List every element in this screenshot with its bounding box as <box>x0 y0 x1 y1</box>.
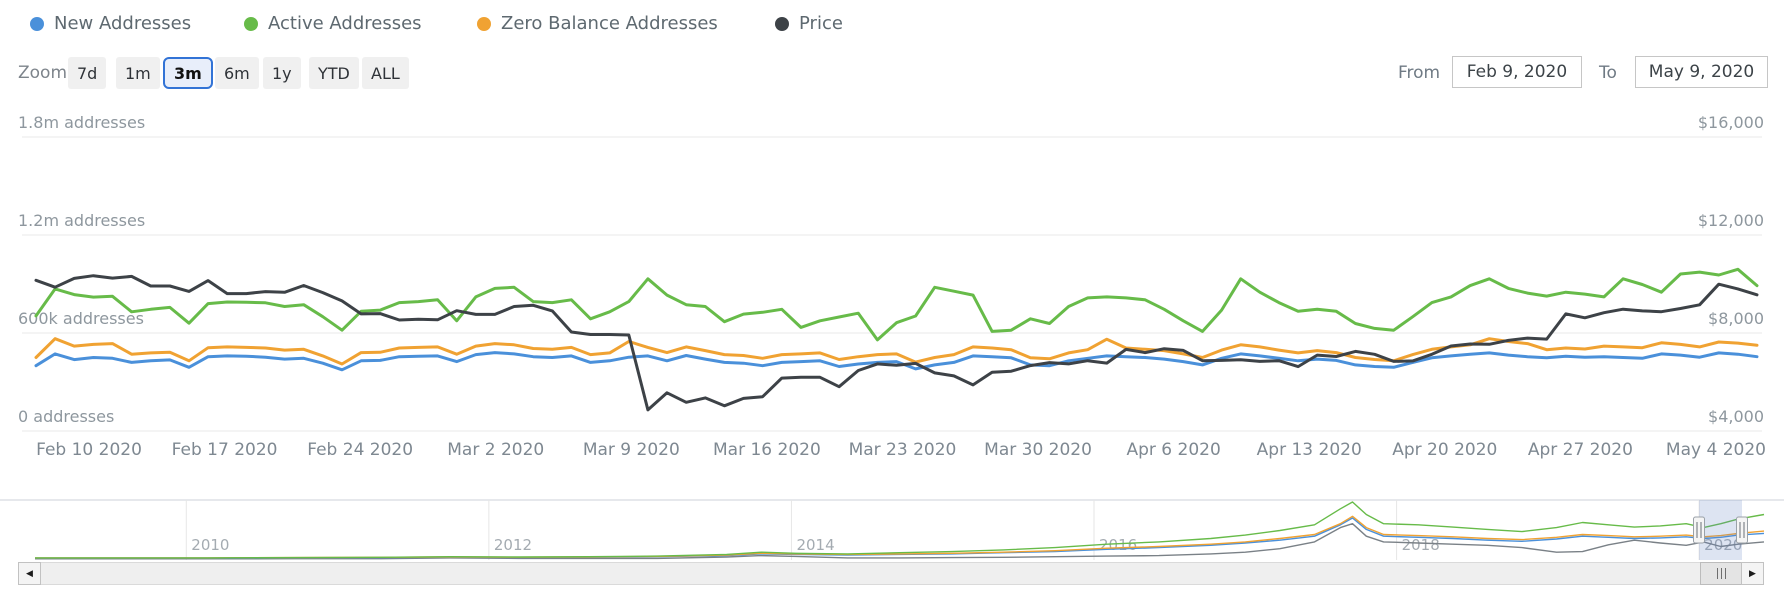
legend-marker-price-icon <box>775 16 789 31</box>
navigator-year-label: 2012 <box>493 536 533 554</box>
series-line-new-addresses <box>34 351 1759 372</box>
zoom-all-button[interactable]: ALL <box>362 57 409 89</box>
series-line-active-addresses <box>34 267 1759 342</box>
xaxis-label: Mar 23 2020 <box>848 440 957 460</box>
from-label: From <box>1398 63 1441 83</box>
scrollbar-grip-icon <box>1720 568 1722 579</box>
legend-label-active-addresses: Active Addresses <box>268 13 422 34</box>
series-line-zero-balance-addresses <box>34 337 1759 366</box>
legend-item-price[interactable]: Price <box>775 13 843 34</box>
yaxis-right-label-4000: $4,000 <box>1708 407 1764 426</box>
xaxis-label: Apr 27 2020 <box>1527 440 1633 460</box>
xaxis-label: Feb 17 2020 <box>171 440 278 460</box>
xaxis-label: May 4 2020 <box>1665 440 1766 460</box>
navigator-line-zero-balance-addresses <box>35 515 1765 559</box>
xaxis-label: Mar 2 2020 <box>447 440 545 460</box>
navigator-year-label: 2018 <box>1401 536 1440 554</box>
scrollbar-track[interactable] <box>18 562 1764 585</box>
from-date-input[interactable] <box>1452 56 1582 88</box>
xaxis-label: Mar 16 2020 <box>713 440 821 460</box>
yaxis-left-label-600k: 600k addresses <box>18 309 144 328</box>
zoom-6m-button[interactable]: 6m <box>215 57 259 89</box>
zoom-1y-button[interactable]: 1y <box>263 57 301 89</box>
xaxis-label: Apr 20 2020 <box>1392 440 1498 460</box>
xaxis-label: Feb 10 2020 <box>36 440 142 460</box>
navigator-line-active-addresses <box>35 501 1765 559</box>
legend-marker-zero-balance-addresses-icon <box>477 16 491 31</box>
zoom-1m-button[interactable]: 1m <box>116 57 160 89</box>
to-label: To <box>1599 63 1617 83</box>
xaxis-label: Mar 30 2020 <box>984 440 1092 460</box>
yaxis-right-label-8000: $8,000 <box>1708 309 1764 328</box>
navigator-selected-range[interactable] <box>1699 500 1742 560</box>
scrollbar-grip-icon <box>1716 568 1718 579</box>
legend-item-zero-balance-addresses[interactable]: Zero Balance Addresses <box>477 13 718 34</box>
xaxis-label: Feb 24 2020 <box>307 440 414 460</box>
xaxis-label: Mar 9 2020 <box>582 440 680 460</box>
navigator-year-label: 2010 <box>191 536 230 554</box>
yaxis-left-label-1200k: 1.2m addresses <box>18 211 146 230</box>
zoom-3m-button[interactable]: 3m <box>163 57 213 89</box>
zoom-ytd-button[interactable]: YTD <box>309 57 359 89</box>
navigator-right-handle[interactable] <box>1736 516 1748 544</box>
zoom-range-label: Zoom <box>18 63 68 83</box>
navigator-line-price <box>35 523 1765 560</box>
legend-label-new-addresses: New Addresses <box>54 13 192 34</box>
navigator-left-handle[interactable] <box>1693 516 1705 544</box>
scrollbar-thumb[interactable] <box>1700 562 1742 585</box>
yaxis-left-label-1800k: 1.8m addresses <box>18 113 146 132</box>
to-date-input[interactable] <box>1635 56 1768 88</box>
xaxis-label: Apr 13 2020 <box>1256 440 1362 460</box>
legend-item-new-addresses[interactable]: New Addresses <box>30 13 191 34</box>
yaxis-left-label-0: 0 addresses <box>18 407 115 426</box>
scrollbar-grip-icon <box>1724 568 1726 579</box>
xaxis-label: Apr 6 2020 <box>1126 440 1221 460</box>
scrollbar-right-arrow-icon[interactable]: ▶ <box>1741 562 1764 585</box>
legend-label-price: Price <box>799 13 843 34</box>
legend-item-active-addresses[interactable]: Active Addresses <box>244 13 422 34</box>
navigator-line-new-addresses <box>35 517 1765 559</box>
legend-marker-new-addresses-icon <box>30 16 44 31</box>
legend-marker-active-addresses-icon <box>244 16 258 31</box>
series-line-price <box>34 274 1759 412</box>
navigator-year-label: 2016 <box>1099 536 1138 554</box>
yaxis-right-label-16000: $16,000 <box>1697 113 1764 132</box>
scrollbar-left-arrow-icon[interactable]: ◀ <box>18 562 41 585</box>
yaxis-right-label-12000: $12,000 <box>1697 211 1764 230</box>
zoom-7d-button[interactable]: 7d <box>68 57 107 89</box>
navigator-year-label: 2014 <box>796 536 835 554</box>
legend-label-zero-balance-addresses: Zero Balance Addresses <box>501 13 718 34</box>
